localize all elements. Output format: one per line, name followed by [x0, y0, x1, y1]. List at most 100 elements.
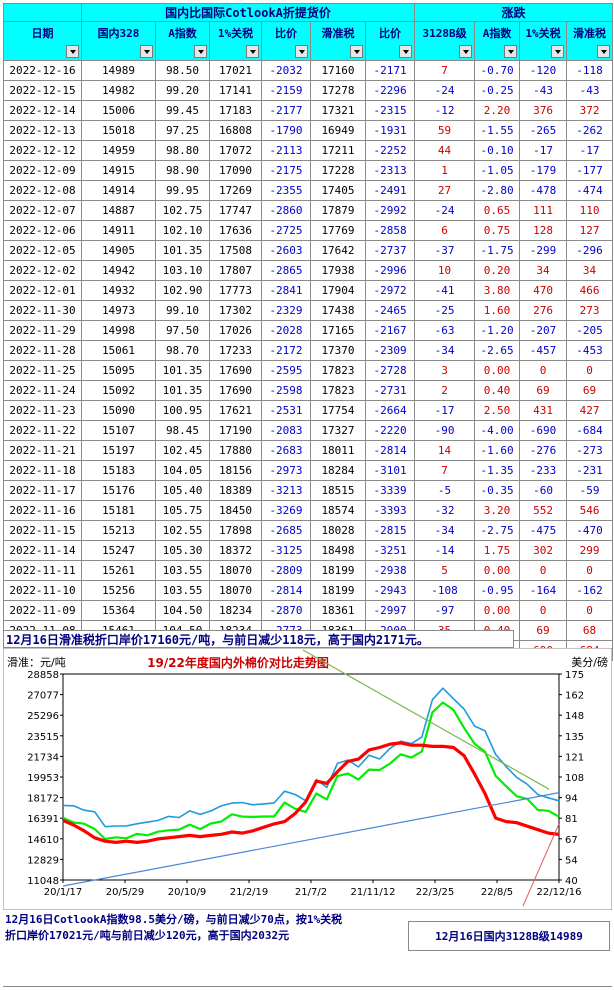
cell-grade-3128b[interactable]: -12 [414, 100, 476, 121]
cell-ratio-2[interactable]: -2992 [364, 200, 416, 221]
cell-tariff-1pct[interactable]: 18156 [209, 460, 262, 481]
cell-grade-3128b[interactable]: -108 [414, 580, 476, 601]
cell-a-index[interactable]: 100.95 [155, 400, 210, 421]
cell-chg-a-index[interactable]: 0.65 [474, 200, 521, 221]
cell-sliding-tax[interactable]: 17165 [310, 320, 366, 341]
cell-chg-sliding-tax[interactable]: -205 [566, 320, 614, 341]
cell-grade-3128b[interactable]: 3 [414, 360, 476, 381]
cell-tariff-1pct[interactable]: 17898 [209, 520, 262, 541]
cell-chg-a-index[interactable]: 3.80 [474, 280, 521, 301]
cell-ratio-1[interactable]: -2860 [261, 200, 311, 221]
cell-chg-a-index[interactable]: 1.60 [474, 300, 521, 321]
cell-date[interactable]: 2022-11-11 [3, 560, 82, 581]
cell-ratio-1[interactable]: -3269 [261, 500, 311, 521]
filter-dropdown-icon[interactable] [194, 45, 207, 58]
cell-sliding-tax[interactable]: 18574 [310, 500, 366, 521]
cell-chg-sliding-tax[interactable]: -43 [566, 80, 614, 101]
cell-chg-tariff-1pct[interactable]: -690 [519, 420, 568, 441]
cell-domestic-328[interactable]: 15061 [81, 340, 156, 361]
cell-date[interactable]: 2022-11-18 [3, 460, 82, 481]
filter-dropdown-icon[interactable] [295, 45, 308, 58]
cell-ratio-2[interactable]: -2491 [364, 180, 416, 201]
cell-chg-a-index[interactable]: 0.75 [474, 220, 521, 241]
cell-sliding-tax[interactable]: 17278 [310, 80, 366, 101]
cell-a-index[interactable]: 97.50 [155, 320, 210, 341]
cell-chg-a-index[interactable]: 0.00 [474, 360, 521, 381]
cell-chg-tariff-1pct[interactable]: 111 [519, 200, 568, 221]
cell-domestic-328[interactable]: 15176 [81, 480, 156, 501]
cell-domestic-328[interactable]: 14911 [81, 220, 156, 241]
cell-a-index[interactable]: 104.05 [155, 460, 210, 481]
cell-date[interactable]: 2022-11-24 [3, 380, 82, 401]
cell-chg-sliding-tax[interactable]: 110 [566, 200, 614, 221]
cell-ratio-1[interactable]: -3213 [261, 480, 311, 501]
cell-tariff-1pct[interactable]: 18372 [209, 540, 262, 561]
cell-sliding-tax[interactable]: 17321 [310, 100, 366, 121]
cell-ratio-2[interactable]: -2313 [364, 160, 416, 181]
cell-a-index[interactable]: 98.45 [155, 420, 210, 441]
cell-ratio-1[interactable]: -1790 [261, 120, 311, 141]
cell-tariff-1pct[interactable]: 17773 [209, 280, 262, 301]
cell-date[interactable]: 2022-11-10 [3, 580, 82, 601]
cell-chg-a-index[interactable]: -1.35 [474, 460, 521, 481]
cell-chg-a-index[interactable]: -1.20 [474, 320, 521, 341]
cell-domestic-328[interactable]: 15107 [81, 420, 156, 441]
cell-ratio-1[interactable]: -2175 [261, 160, 311, 181]
cell-ratio-1[interactable]: -2973 [261, 460, 311, 481]
cell-grade-3128b[interactable]: -97 [414, 600, 476, 621]
cell-ratio-1[interactable]: -2172 [261, 340, 311, 361]
cell-chg-sliding-tax[interactable]: -262 [566, 120, 614, 141]
cell-ratio-2[interactable]: -2664 [364, 400, 416, 421]
cell-sliding-tax[interactable]: 17405 [310, 180, 366, 201]
cell-tariff-1pct[interactable]: 17021 [209, 60, 262, 81]
cell-domestic-328[interactable]: 15261 [81, 560, 156, 581]
cell-chg-tariff-1pct[interactable]: -17 [519, 140, 568, 161]
cell-tariff-1pct[interactable]: 18070 [209, 560, 262, 581]
cell-date[interactable]: 2022-12-02 [3, 260, 82, 281]
cell-tariff-1pct[interactable]: 18070 [209, 580, 262, 601]
cell-chg-tariff-1pct[interactable]: 470 [519, 280, 568, 301]
cell-a-index[interactable]: 101.35 [155, 380, 210, 401]
cell-chg-sliding-tax[interactable]: 0 [566, 560, 614, 581]
cell-chg-tariff-1pct[interactable]: 69 [519, 380, 568, 401]
cell-chg-sliding-tax[interactable]: -162 [566, 580, 614, 601]
cell-chg-a-index[interactable]: 3.20 [474, 500, 521, 521]
cell-grade-3128b[interactable]: -63 [414, 320, 476, 341]
cell-a-index[interactable]: 102.90 [155, 280, 210, 301]
cell-date[interactable]: 2022-12-16 [3, 60, 82, 81]
filter-dropdown-icon[interactable] [504, 45, 518, 58]
cell-date[interactable]: 2022-12-14 [3, 100, 82, 121]
cell-domestic-328[interactable]: 14915 [81, 160, 156, 181]
cell-grade-3128b[interactable]: 2 [414, 380, 476, 401]
cell-ratio-2[interactable]: -2465 [364, 300, 416, 321]
cell-ratio-2[interactable]: -2815 [364, 520, 416, 541]
cell-ratio-2[interactable]: -2167 [364, 320, 416, 341]
cell-date[interactable]: 2022-12-06 [3, 220, 82, 241]
cell-chg-sliding-tax[interactable]: 427 [566, 400, 614, 421]
cell-ratio-1[interactable]: -2841 [261, 280, 311, 301]
cell-chg-a-index[interactable]: -0.35 [474, 480, 521, 501]
cell-chg-sliding-tax[interactable]: -474 [566, 180, 614, 201]
cell-tariff-1pct[interactable]: 18450 [209, 500, 262, 521]
cell-domestic-328[interactable]: 14905 [81, 240, 156, 261]
cell-chg-a-index[interactable]: 0.00 [474, 600, 521, 621]
cell-domestic-328[interactable]: 15364 [81, 600, 156, 621]
filter-dropdown-icon[interactable] [246, 45, 259, 58]
cell-tariff-1pct[interactable]: 16808 [209, 120, 262, 141]
cell-chg-tariff-1pct[interactable]: 69 [519, 620, 568, 641]
cell-grade-3128b[interactable]: -24 [414, 200, 476, 221]
cell-a-index[interactable]: 99.95 [155, 180, 210, 201]
cell-tariff-1pct[interactable]: 17090 [209, 160, 262, 181]
cell-domestic-328[interactable]: 15197 [81, 440, 156, 461]
cell-ratio-1[interactable]: -2177 [261, 100, 311, 121]
cell-sliding-tax[interactable]: 18199 [310, 560, 366, 581]
cell-a-index[interactable]: 105.30 [155, 540, 210, 561]
cell-ratio-1[interactable]: -2595 [261, 360, 311, 381]
cell-sliding-tax[interactable]: 17370 [310, 340, 366, 361]
cell-sliding-tax[interactable]: 17823 [310, 360, 366, 381]
cell-ratio-2[interactable]: -2943 [364, 580, 416, 601]
cell-chg-tariff-1pct[interactable]: 0 [519, 600, 568, 621]
cell-a-index[interactable]: 98.90 [155, 160, 210, 181]
cell-chg-a-index[interactable]: 0.00 [474, 560, 521, 581]
cell-grade-3128b[interactable]: 10 [414, 260, 476, 281]
